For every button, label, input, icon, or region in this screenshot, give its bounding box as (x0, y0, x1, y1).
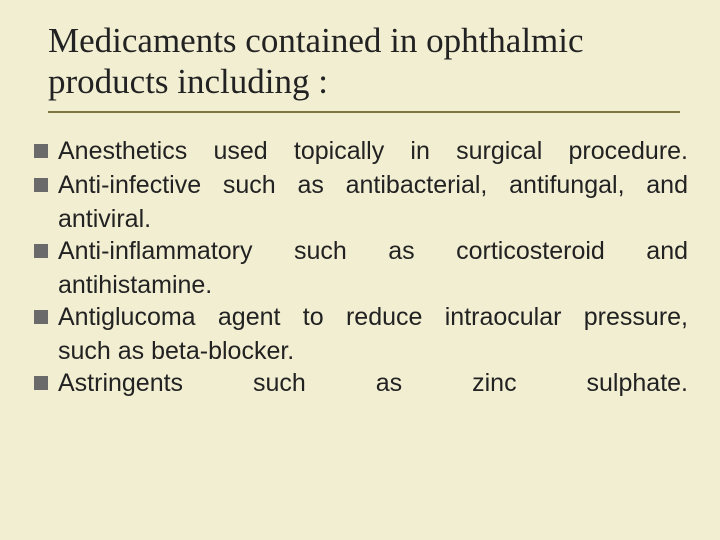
list-item: Anesthetics used topically in surgical p… (32, 135, 688, 167)
list-item: Anti-inflammatory such as corticosteroid… (32, 235, 688, 267)
square-bullet-icon (34, 376, 48, 390)
list-item-text: Anti-inflammatory such as corticosteroid… (58, 235, 688, 267)
list-item-continuation: such as beta-blocker. (32, 335, 688, 367)
slide-title: Medicaments contained in ophthalmic prod… (48, 20, 680, 103)
square-bullet-icon (34, 144, 48, 158)
list-item-continuation: antihistamine. (32, 269, 688, 301)
list-item-continuation: antiviral. (32, 203, 688, 235)
square-bullet-icon (34, 244, 48, 258)
list-item-text: Astringents such as zinc sulphate. (58, 367, 688, 399)
title-container: Medicaments contained in ophthalmic prod… (0, 0, 720, 103)
list-item-text: Anesthetics used topically in surgical p… (58, 135, 688, 167)
list-item-text: Anti-infective such as antibacterial, an… (58, 169, 688, 201)
slide: Medicaments contained in ophthalmic prod… (0, 0, 720, 540)
square-bullet-icon (34, 178, 48, 192)
slide-body: Anesthetics used topically in surgical p… (0, 113, 720, 399)
list-item: Anti-infective such as antibacterial, an… (32, 169, 688, 201)
list-item: Antiglucoma agent to reduce intraocular … (32, 301, 688, 333)
square-bullet-icon (34, 310, 48, 324)
list-item: Astringents such as zinc sulphate. (32, 367, 688, 399)
list-item-text: Antiglucoma agent to reduce intraocular … (58, 301, 688, 333)
